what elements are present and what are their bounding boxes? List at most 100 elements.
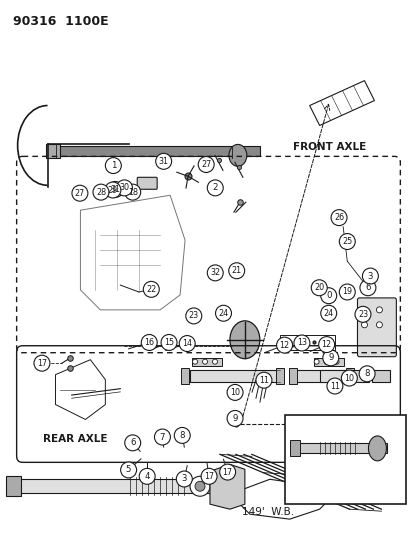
Circle shape xyxy=(195,481,204,491)
Bar xyxy=(55,147,259,156)
Text: 26: 26 xyxy=(333,213,343,222)
Circle shape xyxy=(120,462,136,478)
Circle shape xyxy=(198,157,214,173)
Ellipse shape xyxy=(229,321,259,359)
Circle shape xyxy=(227,384,242,400)
Circle shape xyxy=(190,477,209,496)
Text: 10: 10 xyxy=(230,388,240,397)
Text: 30: 30 xyxy=(119,183,129,192)
Text: 32: 32 xyxy=(210,269,220,277)
Text: 10: 10 xyxy=(344,374,354,383)
Circle shape xyxy=(105,182,121,198)
Text: 3: 3 xyxy=(181,474,187,483)
Circle shape xyxy=(227,410,242,426)
Circle shape xyxy=(361,307,367,313)
Circle shape xyxy=(318,337,334,352)
Text: 20: 20 xyxy=(313,283,323,292)
Circle shape xyxy=(219,464,235,480)
Bar xyxy=(6,477,21,496)
Text: 13: 13 xyxy=(296,338,306,348)
Circle shape xyxy=(207,265,223,281)
Text: 19: 19 xyxy=(342,287,351,296)
Circle shape xyxy=(320,288,336,304)
Ellipse shape xyxy=(228,144,246,166)
Ellipse shape xyxy=(368,436,385,461)
Circle shape xyxy=(207,180,223,196)
Text: 4: 4 xyxy=(144,472,150,481)
Circle shape xyxy=(124,435,140,451)
Circle shape xyxy=(375,322,382,328)
Bar xyxy=(292,443,387,454)
Circle shape xyxy=(359,280,375,296)
Circle shape xyxy=(212,359,217,364)
Circle shape xyxy=(326,378,342,394)
Circle shape xyxy=(176,471,192,487)
Circle shape xyxy=(322,350,338,366)
Bar xyxy=(279,335,334,350)
Circle shape xyxy=(141,335,157,350)
Text: 31: 31 xyxy=(110,185,120,194)
Text: 0: 0 xyxy=(325,291,331,300)
Circle shape xyxy=(320,305,336,321)
Text: 24: 24 xyxy=(218,309,228,318)
Circle shape xyxy=(293,335,309,351)
Bar xyxy=(180,368,189,384)
Circle shape xyxy=(375,307,382,313)
Text: 21: 21 xyxy=(231,266,241,275)
Circle shape xyxy=(34,355,50,371)
Circle shape xyxy=(339,233,354,249)
Bar xyxy=(275,368,283,384)
Circle shape xyxy=(255,372,271,388)
Circle shape xyxy=(354,306,370,322)
Circle shape xyxy=(139,469,155,484)
Circle shape xyxy=(179,336,195,351)
Bar xyxy=(345,368,353,384)
Text: 1: 1 xyxy=(110,161,116,170)
Polygon shape xyxy=(209,464,244,509)
Circle shape xyxy=(116,180,132,196)
Circle shape xyxy=(155,154,171,169)
Text: 5: 5 xyxy=(126,465,131,474)
Text: 23: 23 xyxy=(357,310,367,319)
Text: 14: 14 xyxy=(182,339,192,348)
Circle shape xyxy=(161,335,177,350)
Text: FRONT AXLE: FRONT AXLE xyxy=(292,142,366,152)
Text: 11: 11 xyxy=(258,376,268,385)
Bar xyxy=(288,368,296,384)
FancyBboxPatch shape xyxy=(357,298,395,357)
Text: 12: 12 xyxy=(279,341,289,350)
Circle shape xyxy=(339,284,354,300)
FancyBboxPatch shape xyxy=(137,177,157,189)
Circle shape xyxy=(143,281,159,297)
Text: 2: 2 xyxy=(212,183,218,192)
Circle shape xyxy=(72,185,88,201)
Circle shape xyxy=(105,158,121,174)
Circle shape xyxy=(228,263,244,279)
Circle shape xyxy=(124,184,140,200)
FancyBboxPatch shape xyxy=(284,415,405,504)
Circle shape xyxy=(361,322,367,328)
Circle shape xyxy=(192,359,197,364)
Text: 16: 16 xyxy=(144,338,154,347)
Bar xyxy=(192,358,221,366)
Text: 3: 3 xyxy=(367,271,372,280)
Circle shape xyxy=(358,366,374,382)
Circle shape xyxy=(311,280,326,296)
Text: 12: 12 xyxy=(321,340,331,349)
Text: 9: 9 xyxy=(232,414,237,423)
Bar xyxy=(313,358,343,366)
Text: REAR AXLE: REAR AXLE xyxy=(43,434,107,445)
Circle shape xyxy=(93,184,109,200)
Bar xyxy=(319,370,368,382)
Text: 6: 6 xyxy=(364,283,370,292)
Circle shape xyxy=(174,427,190,443)
Circle shape xyxy=(323,359,328,364)
Text: 24: 24 xyxy=(323,309,333,318)
Text: 6: 6 xyxy=(130,438,135,447)
Text: 90316  1100E: 90316 1100E xyxy=(13,15,108,28)
Circle shape xyxy=(215,305,231,321)
Text: 29: 29 xyxy=(107,185,118,195)
Text: 17: 17 xyxy=(204,472,214,481)
Bar xyxy=(372,370,389,382)
Circle shape xyxy=(185,308,201,324)
